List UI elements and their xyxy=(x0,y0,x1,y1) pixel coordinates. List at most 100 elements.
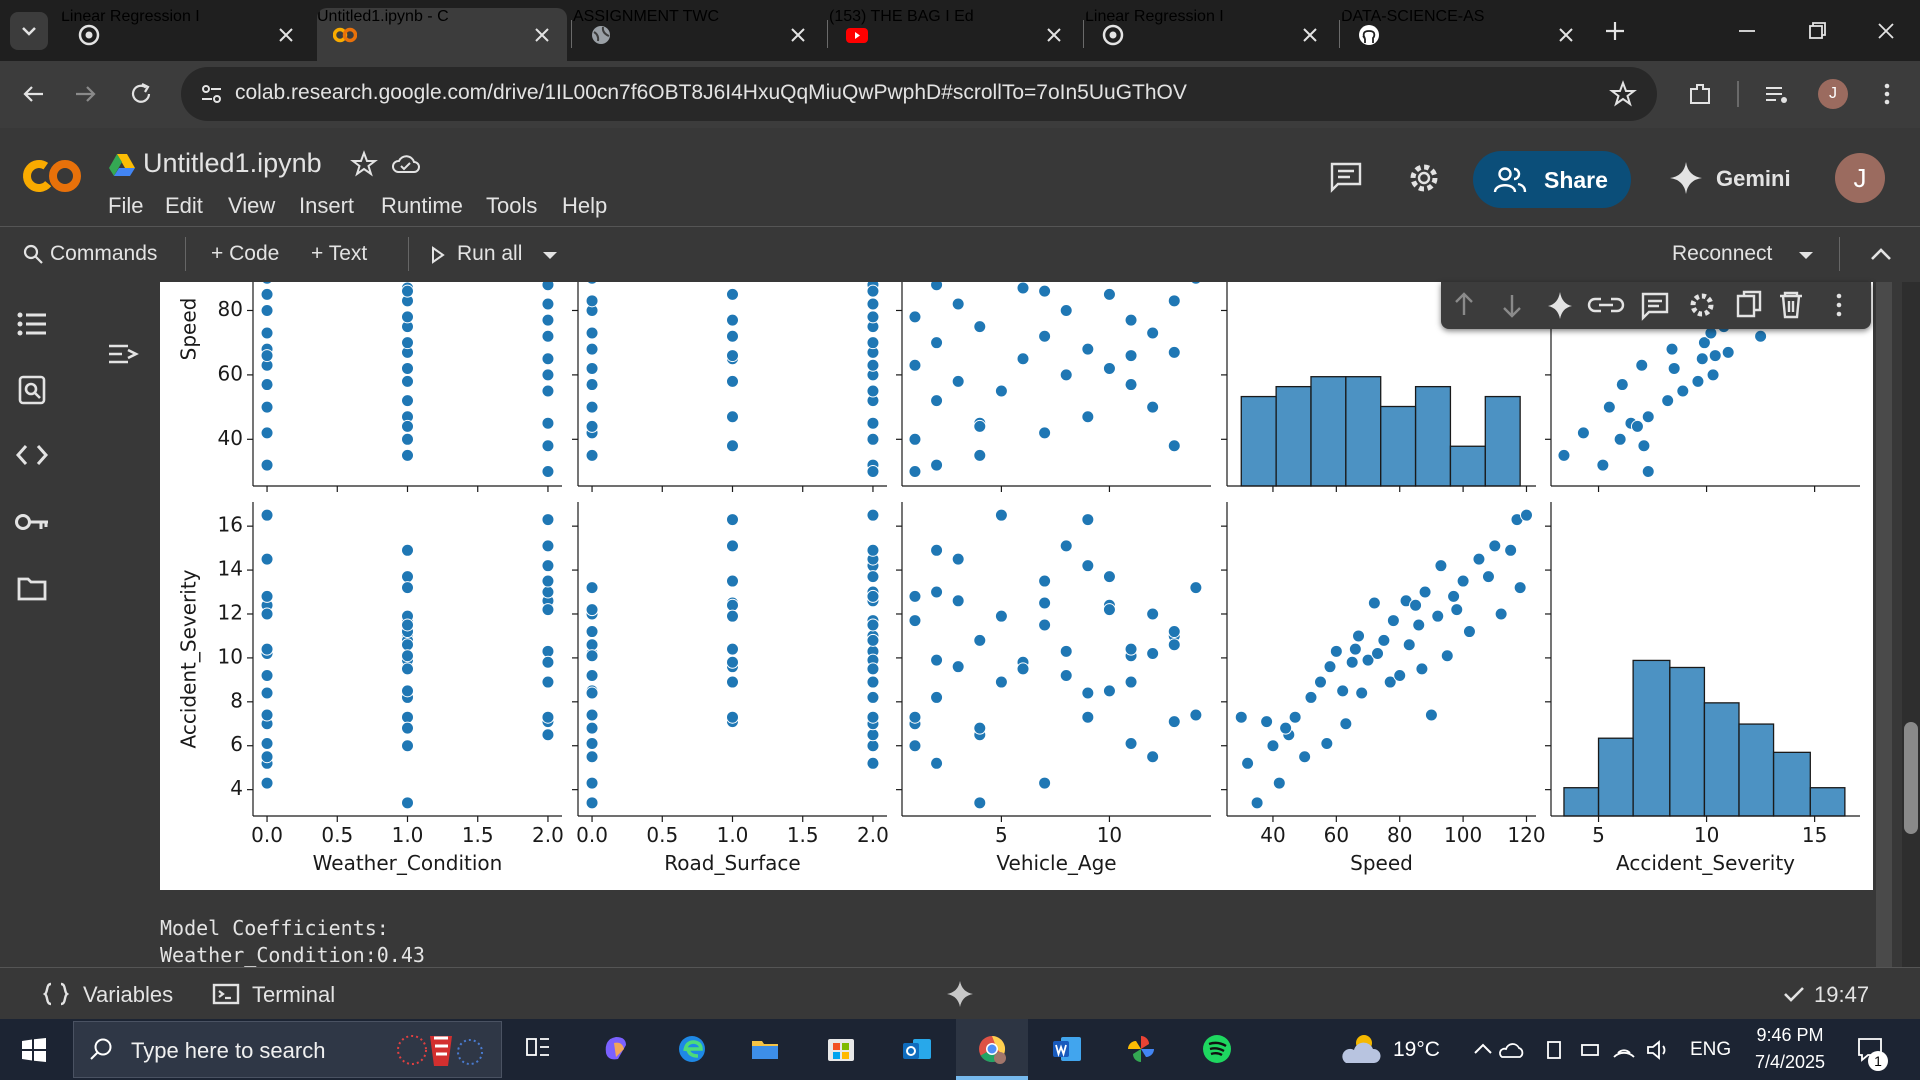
minimize-icon[interactable] xyxy=(1732,16,1762,46)
browser-menu-icon[interactable] xyxy=(1872,79,1902,109)
temperature[interactable]: 19°C xyxy=(1393,1038,1440,1061)
terminal-button[interactable]: Terminal xyxy=(252,982,336,1007)
restore-icon[interactable] xyxy=(1802,16,1832,46)
terminal-icon xyxy=(212,983,240,1005)
gemini-icon[interactable] xyxy=(1668,160,1704,196)
menu-item[interactable]: Insert xyxy=(299,193,355,218)
browser-tab[interactable]: Linear Regression I xyxy=(1085,8,1335,61)
taskbar-app[interactable] xyxy=(1125,1033,1157,1065)
bookmark-star-icon[interactable] xyxy=(1609,80,1637,108)
tab-close[interactable] xyxy=(1297,22,1323,48)
user-avatar[interactable]: J xyxy=(1835,153,1885,203)
gemini-cell-icon[interactable] xyxy=(1548,292,1572,319)
cell-settings-icon[interactable] xyxy=(1690,293,1714,317)
move-up-icon[interactable] xyxy=(1455,292,1473,315)
extensions-icon[interactable] xyxy=(1685,79,1715,109)
tab-close[interactable] xyxy=(273,22,299,48)
star-icon[interactable] xyxy=(350,150,378,178)
dropdown-icon[interactable] xyxy=(540,245,560,265)
menu-item[interactable]: File xyxy=(108,193,144,218)
notebook-title[interactable]: Untitled1.ipynb xyxy=(143,148,322,178)
link-icon[interactable] xyxy=(1587,297,1625,313)
secrets-icon[interactable] xyxy=(14,510,50,534)
add-code-button[interactable]: + Code xyxy=(211,242,280,265)
cell-scrollbar[interactable] xyxy=(1876,282,1892,967)
media-icon[interactable] xyxy=(1762,79,1792,109)
scatter-point xyxy=(973,796,987,810)
menu-item[interactable]: Tools xyxy=(486,193,538,218)
menu-item[interactable]: Runtime xyxy=(381,193,463,218)
dropdown-icon[interactable] xyxy=(1796,245,1816,265)
settings-icon[interactable] xyxy=(1406,160,1442,196)
taskbar-app[interactable] xyxy=(901,1033,933,1065)
more-icon[interactable] xyxy=(1836,293,1842,299)
files-icon[interactable] xyxy=(16,574,48,602)
new-tab-icon[interactable] xyxy=(1600,16,1630,46)
scrollbar-thumb[interactable] xyxy=(1904,722,1918,834)
scatter-point xyxy=(866,739,880,753)
menu-item[interactable]: Edit xyxy=(165,193,203,218)
tab-close[interactable] xyxy=(785,22,811,48)
page-scrollbar[interactable] xyxy=(1902,282,1920,967)
search-box[interactable]: Type here to search xyxy=(73,1021,502,1078)
forward-icon[interactable] xyxy=(71,79,101,109)
run-all-button[interactable]: Run all xyxy=(457,242,523,265)
add-text-button[interactable]: + Text xyxy=(311,242,368,265)
mirror-cell-icon[interactable] xyxy=(1736,290,1762,318)
toc-icon[interactable] xyxy=(16,310,48,338)
start-button[interactable] xyxy=(22,1038,46,1062)
tab-close[interactable] xyxy=(529,22,555,48)
taskbar-app[interactable] xyxy=(523,1033,555,1065)
gemini-label[interactable]: Gemini xyxy=(1716,166,1791,191)
share-button[interactable]: Share xyxy=(1473,151,1631,208)
system-tray-icons[interactable] xyxy=(1472,1037,1722,1063)
taskbar-app[interactable] xyxy=(749,1033,781,1065)
x-axis-label: Road_Surface xyxy=(664,851,800,875)
notification-icon[interactable] xyxy=(1856,1035,1886,1065)
commands-button[interactable]: Commands xyxy=(50,242,158,265)
clock-time[interactable]: 9:46 PM xyxy=(1756,1025,1824,1045)
taskbar-app[interactable] xyxy=(676,1033,708,1065)
omnibox[interactable]: colab.research.google.com/drive/1IL00cn7… xyxy=(181,67,1657,121)
taskbar-app[interactable] xyxy=(976,1033,1008,1065)
delete-icon[interactable] xyxy=(1780,291,1802,319)
comment-icon[interactable] xyxy=(1641,292,1669,321)
taskbar-app[interactable] xyxy=(600,1033,632,1065)
browser-tab[interactable]: (153) THE BAG I Ed xyxy=(829,8,1079,61)
taskbar-app[interactable] xyxy=(1201,1033,1233,1065)
gemini-status-icon[interactable] xyxy=(946,980,974,1008)
code-snippets-icon[interactable] xyxy=(15,442,49,468)
output-actions-icon[interactable] xyxy=(106,340,140,370)
tab-search-button[interactable] xyxy=(10,12,48,50)
reconnect-button[interactable]: Reconnect xyxy=(1672,242,1773,265)
move-down-icon[interactable] xyxy=(1503,295,1521,318)
collapse-icon[interactable] xyxy=(1868,243,1894,265)
browser-tab[interactable]: Linear Regression I xyxy=(61,8,311,61)
weather-icon[interactable] xyxy=(1340,1031,1384,1069)
browser-tab[interactable]: ASSIGNMENT TWC xyxy=(573,8,823,61)
scatter-point xyxy=(866,432,880,446)
browser-tab[interactable]: Untitled1.ipynb - C xyxy=(317,8,567,61)
tab-close[interactable] xyxy=(1041,22,1067,48)
scatter-point xyxy=(1038,596,1052,610)
more-icon[interactable] xyxy=(1836,302,1842,308)
reload-icon[interactable] xyxy=(126,79,156,109)
profile-avatar[interactable]: J xyxy=(1818,79,1848,109)
variables-button[interactable]: Variables xyxy=(83,982,174,1007)
input-language[interactable]: ENG xyxy=(1690,1039,1732,1060)
tab-close[interactable] xyxy=(1553,22,1579,48)
menu-item[interactable]: Help xyxy=(562,193,608,218)
comments-icon[interactable] xyxy=(1328,160,1364,194)
taskbar-app[interactable] xyxy=(1051,1033,1083,1065)
clock-date[interactable]: 7/4/2025 xyxy=(1754,1052,1826,1072)
scatter-point xyxy=(585,603,599,617)
browser-tab[interactable]: DATA-SCIENCE-AS xyxy=(1341,8,1591,61)
menu-item[interactable]: View xyxy=(228,193,276,218)
taskbar-app[interactable] xyxy=(825,1033,857,1065)
close-window-icon[interactable] xyxy=(1871,16,1901,46)
back-icon[interactable] xyxy=(18,79,48,109)
more-icon[interactable] xyxy=(1836,311,1842,317)
cloud-icon[interactable] xyxy=(390,150,422,178)
colab-logo[interactable] xyxy=(20,156,86,196)
find-icon[interactable] xyxy=(17,374,47,406)
